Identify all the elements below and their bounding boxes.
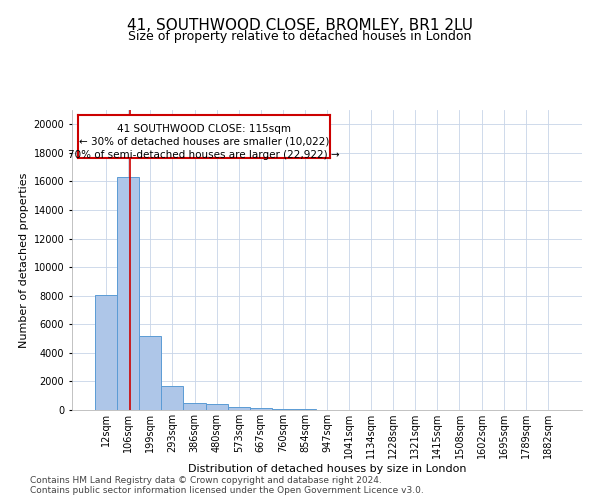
Y-axis label: Number of detached properties: Number of detached properties [19, 172, 29, 348]
Bar [161, 386, 184, 410]
Bar [95, 295, 117, 410]
Text: 41 SOUTHWOOD CLOSE: 115sqm: 41 SOUTHWOOD CLOSE: 115sqm [117, 124, 291, 134]
Text: Size of property relative to detached houses in London: Size of property relative to detached ho… [128, 30, 472, 43]
Bar [117, 177, 139, 410]
Bar [139, 336, 161, 410]
Text: Contains public sector information licensed under the Open Government Licence v3: Contains public sector information licen… [30, 486, 424, 495]
Bar [206, 404, 227, 410]
Bar [272, 408, 294, 410]
Bar [184, 403, 206, 410]
X-axis label: Distribution of detached houses by size in London: Distribution of detached houses by size … [188, 464, 466, 474]
Text: 41, SOUTHWOOD CLOSE, BROMLEY, BR1 2LU: 41, SOUTHWOOD CLOSE, BROMLEY, BR1 2LU [127, 18, 473, 32]
Text: 70% of semi-detached houses are larger (22,922) →: 70% of semi-detached houses are larger (… [68, 150, 340, 160]
Bar [227, 407, 250, 410]
Bar [250, 408, 272, 410]
Text: ← 30% of detached houses are smaller (10,022): ← 30% of detached houses are smaller (10… [79, 136, 329, 146]
Text: Contains HM Land Registry data © Crown copyright and database right 2024.: Contains HM Land Registry data © Crown c… [30, 476, 382, 485]
